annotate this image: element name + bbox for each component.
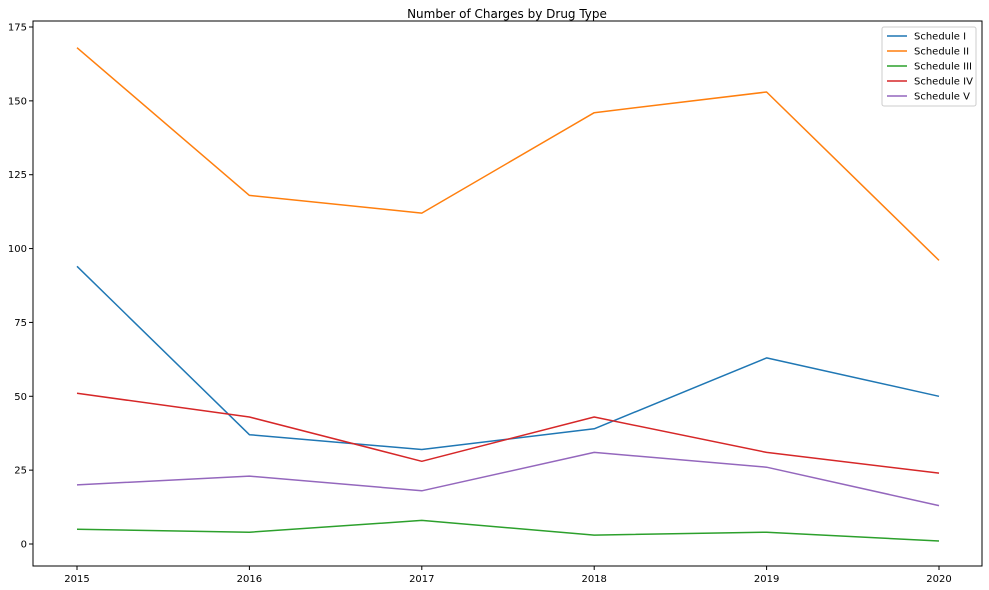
x-axis: 2015 2016 2017 2018 2019 2020	[64, 566, 952, 585]
x-tick-label: 2016	[237, 574, 262, 585]
x-tick-label: 2015	[64, 574, 89, 585]
legend-label: Schedule I	[914, 32, 966, 43]
x-tick-label: 2019	[754, 574, 779, 585]
series-line-schedule-i	[76, 265, 940, 451]
legend-label: Schedule III	[914, 62, 972, 73]
legend-label: Schedule IV	[914, 77, 973, 88]
legend: Schedule I Schedule II Schedule III Schedul…	[881, 26, 977, 107]
series-lines	[76, 47, 940, 542]
y-tick-label: 25	[14, 466, 27, 477]
y-tick-label: 100	[8, 244, 27, 255]
y-tick-label: 0	[21, 540, 27, 551]
y-tick-label: 175	[8, 23, 27, 34]
series-line-schedule-v	[76, 451, 940, 507]
series-line-schedule-iii	[76, 519, 940, 542]
y-tick-label: 125	[8, 170, 27, 181]
y-axis: 0 25 50 75 100 125 150 175	[8, 23, 33, 551]
series-line-schedule-iv	[76, 392, 940, 474]
legend-label: Schedule II	[914, 47, 969, 58]
legend-box	[881, 26, 977, 107]
series-line-schedule-ii	[76, 47, 940, 261]
y-tick-label: 75	[14, 318, 27, 329]
y-tick-label: 50	[14, 392, 27, 403]
y-tick-label: 150	[8, 96, 27, 107]
legend-label: Schedule V	[914, 92, 970, 103]
x-tick-label: 2020	[926, 574, 951, 585]
plot-area	[32, 20, 983, 567]
x-tick-label: 2017	[409, 574, 434, 585]
chart-title: Number of Charges by Drug Type	[407, 7, 607, 21]
x-tick-label: 2018	[581, 574, 606, 585]
